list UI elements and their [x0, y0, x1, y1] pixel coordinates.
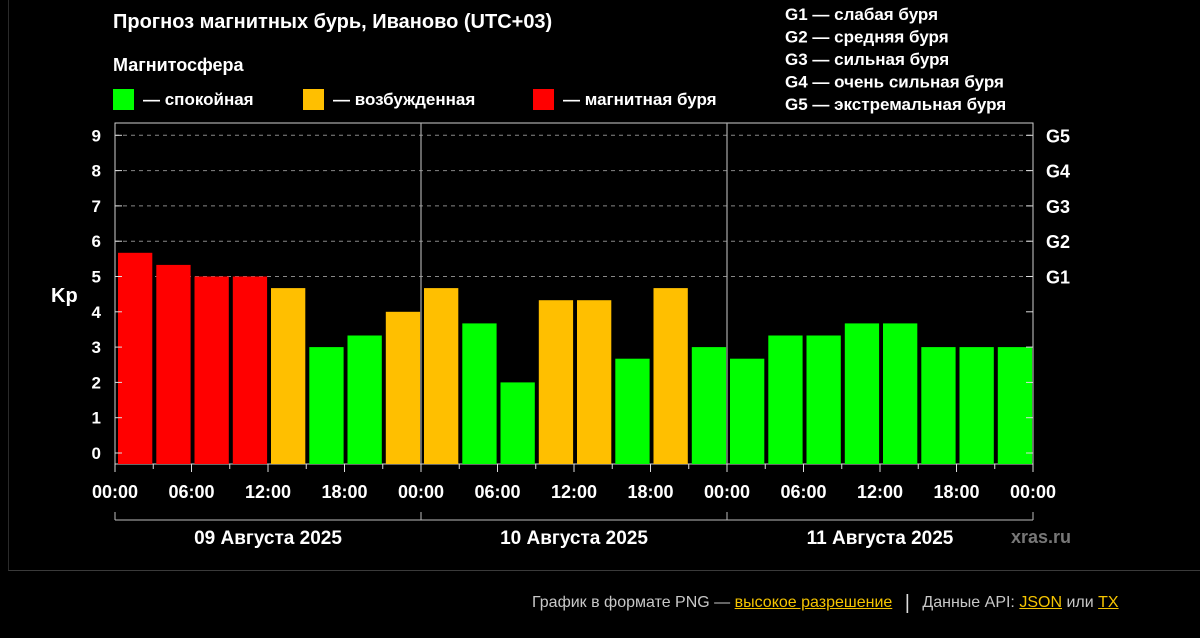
hires-link[interactable]: высокое разрешение — [734, 594, 893, 611]
chart-title: Прогноз магнитных бурь, Иваново (UTC+03) — [113, 11, 552, 33]
bar — [615, 358, 650, 464]
bar — [194, 276, 229, 464]
g-scale-item: G2 — средняя буря — [785, 28, 949, 47]
y-tick-label: 6 — [92, 232, 101, 251]
footer-separator: | — [904, 592, 910, 614]
bar — [844, 323, 880, 464]
bar — [232, 276, 268, 464]
x-tick-label: 12:00 — [857, 482, 903, 502]
bar — [577, 300, 612, 464]
bar — [538, 300, 574, 464]
y-tick-label: 2 — [92, 373, 101, 392]
bar — [806, 335, 841, 464]
x-tick-label: 06:00 — [780, 482, 826, 502]
y-tick-label: 7 — [92, 197, 101, 216]
forecast-panel: Прогноз магнитных бурь, Иваново (UTC+03)… — [8, 0, 1200, 571]
footer-text-png: График в формате PNG — — [532, 594, 731, 611]
y-axis-label: Kp — [51, 285, 78, 307]
bar — [347, 335, 382, 464]
legend-label: — возбужденная — [333, 90, 475, 109]
g-scale-item: G5 — экстремальная буря — [785, 95, 1006, 114]
g-tick-label: G3 — [1046, 197, 1070, 217]
bar — [883, 323, 918, 464]
bar — [500, 382, 535, 464]
x-tick-label: 00:00 — [92, 482, 138, 502]
g-scale-item: G1 — слабая буря — [785, 5, 938, 24]
x-tick-label: 18:00 — [627, 482, 673, 502]
bar — [424, 288, 459, 464]
bar — [385, 311, 421, 464]
y-tick-label: 3 — [92, 338, 101, 357]
g-tick-label: G2 — [1046, 232, 1070, 252]
legend-swatch — [303, 89, 324, 110]
bar — [768, 335, 803, 464]
y-tick-label: 8 — [92, 162, 101, 181]
y-tick-label: 5 — [92, 268, 101, 287]
g-tick-label: G4 — [1046, 162, 1070, 182]
kp-chart: Прогноз магнитных бурь, Иваново (UTC+03)… — [51, 5, 1071, 549]
x-tick-label: 06:00 — [474, 482, 520, 502]
legend-label: — спокойная — [143, 90, 254, 109]
footer-text-or: или — [1066, 594, 1094, 611]
bar — [118, 252, 153, 464]
g-tick-label: G1 — [1046, 268, 1070, 288]
x-tick-label: 18:00 — [321, 482, 367, 502]
footer-text-api: Данные API: — [922, 594, 1015, 611]
bar — [462, 323, 497, 464]
x-tick-label: 00:00 — [1010, 482, 1056, 502]
x-tick-label: 00:00 — [704, 482, 750, 502]
g-scale-item: G3 — сильная буря — [785, 50, 949, 69]
y-tick-label: 1 — [92, 409, 101, 428]
bar — [653, 288, 688, 464]
bar — [156, 264, 191, 464]
legend: — спокойная — возбужденная — магнитная бур… — [113, 89, 717, 110]
plot-area: 0 1 2 3 4 5 6 7 8 9 Kp G1 G2 G3 G4 G5 00:00 06:00 12:00 18:… — [51, 122, 1070, 549]
bar — [691, 347, 727, 464]
bar — [921, 347, 956, 464]
bar — [959, 347, 994, 464]
g-scale-legend: G1 — слабая буря G2 — средняя буря G3 — си… — [785, 5, 1006, 114]
bar — [997, 347, 1033, 464]
bar — [309, 347, 344, 464]
legend-swatch — [113, 89, 134, 110]
bar — [730, 358, 765, 464]
y-tick-label: 9 — [92, 126, 101, 145]
x-tick-label: 06:00 — [168, 482, 214, 502]
x-tick-label: 00:00 — [398, 482, 444, 502]
day-label: 10 Августа 2025 — [500, 528, 648, 549]
y-tick-label: 0 — [92, 444, 101, 463]
legend-heading: Магнитосфера — [113, 55, 245, 75]
y-tick-label: 4 — [92, 303, 102, 322]
x-tick-label: 12:00 — [551, 482, 597, 502]
x-tick-label: 12:00 — [245, 482, 291, 502]
g-tick-label: G5 — [1046, 126, 1070, 146]
day-label: 09 Августа 2025 — [194, 528, 342, 549]
txt-link[interactable]: TX — [1098, 594, 1119, 611]
json-link[interactable]: JSON — [1019, 594, 1062, 611]
x-tick-label: 18:00 — [933, 482, 979, 502]
watermark: xras.ru — [1011, 527, 1071, 547]
g-scale-item: G4 — очень сильная буря — [785, 73, 1004, 92]
day-label: 11 Августа 2025 — [807, 528, 954, 549]
bar — [271, 288, 306, 464]
legend-label: — магнитная буря — [563, 90, 717, 109]
footer: График в формате PNG — высокое разрешени… — [532, 592, 1119, 615]
legend-swatch — [533, 89, 554, 110]
